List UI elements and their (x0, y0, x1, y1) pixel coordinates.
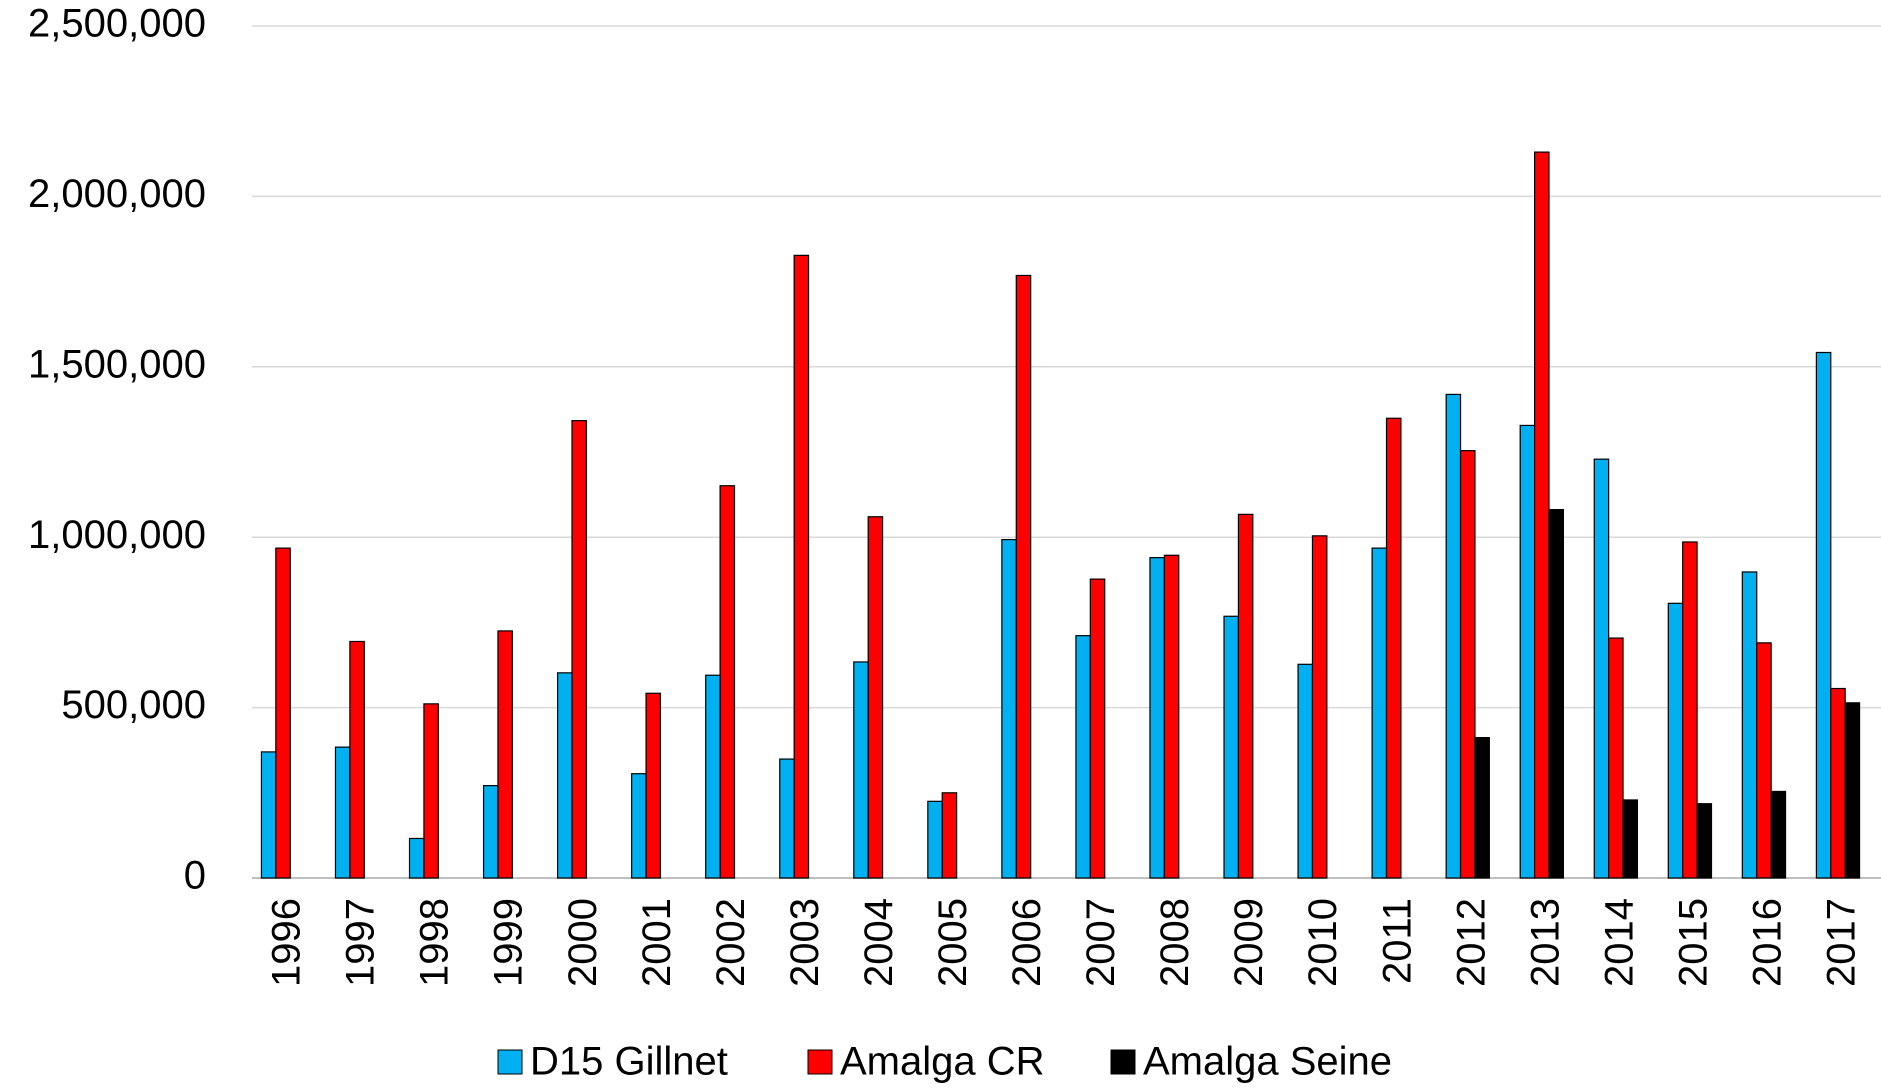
bar (275, 547, 291, 879)
bar (482, 785, 499, 879)
x-tick-label: 1998 (413, 898, 457, 987)
bar (1667, 602, 1684, 879)
x-tick-label: 1999 (487, 898, 531, 987)
bar (1237, 513, 1254, 879)
legend-label: Amalga CR (840, 1040, 1045, 1084)
x-tick-label: 2006 (1005, 898, 1049, 987)
legend-swatch (1110, 1049, 1136, 1075)
bar (334, 746, 351, 879)
bar (1593, 458, 1610, 879)
bar (1770, 790, 1787, 879)
bar (1608, 637, 1624, 879)
x-tick-label: 2002 (709, 898, 753, 987)
bar (1015, 274, 1032, 879)
bar (867, 516, 884, 879)
bar (497, 630, 513, 879)
bar (1622, 799, 1639, 879)
bar (1223, 615, 1240, 879)
x-tick-label: 2010 (1301, 898, 1345, 987)
y-tick-label: 1,000,000 (28, 513, 206, 557)
bar (349, 640, 365, 879)
bar (1371, 547, 1388, 879)
bar (779, 758, 795, 879)
bar (1548, 508, 1564, 879)
bar (705, 674, 721, 879)
bar (1474, 736, 1490, 879)
bar (1149, 557, 1165, 879)
bar (260, 751, 277, 879)
x-tick-label: 2013 (1523, 898, 1567, 987)
y-tick-label: 0 (184, 854, 206, 898)
bar (1311, 535, 1328, 879)
bar (1519, 424, 1536, 879)
bar (645, 692, 662, 879)
bar (1163, 554, 1180, 879)
legend-label: D15 Gillnet (530, 1040, 728, 1084)
x-tick-label: 2003 (783, 898, 827, 987)
bar (1844, 702, 1861, 879)
bar (557, 672, 573, 879)
x-tick-label: 2014 (1597, 898, 1641, 987)
bar (1830, 687, 1846, 879)
bar (793, 254, 810, 879)
bar (941, 792, 958, 879)
legend-label: Amalga Seine (1143, 1040, 1392, 1084)
x-tick-label: 2001 (635, 898, 679, 987)
y-tick-label: 1,500,000 (28, 342, 206, 386)
bar (1459, 450, 1476, 879)
x-tick-label: 2007 (1079, 898, 1123, 987)
x-tick-label: 2004 (857, 898, 901, 987)
x-tick-label: 2005 (931, 898, 975, 987)
x-tick-label: 2011 (1375, 898, 1419, 984)
bar (571, 420, 588, 879)
x-tick-label: 2009 (1227, 898, 1271, 987)
bar (408, 837, 425, 879)
bar (1075, 635, 1091, 879)
bar (1445, 393, 1462, 879)
bar (927, 800, 943, 879)
bar (1682, 541, 1698, 879)
y-tick-label: 500,000 (61, 683, 206, 727)
x-tick-label: 1996 (265, 898, 309, 987)
bar (1741, 571, 1758, 879)
legend-swatch (807, 1049, 833, 1075)
legend-swatch (497, 1049, 523, 1075)
bar (1696, 803, 1713, 879)
y-tick-label: 2,000,000 (28, 172, 206, 216)
bar (1385, 417, 1402, 879)
bar (719, 485, 736, 879)
bar (631, 773, 647, 879)
bar (1815, 351, 1832, 879)
bar (853, 661, 869, 879)
bar (1089, 578, 1106, 879)
x-tick-label: 1997 (339, 898, 383, 987)
bar (1533, 151, 1550, 879)
x-tick-label: 2017 (1820, 898, 1864, 987)
bar (1297, 663, 1314, 879)
bar (423, 703, 439, 879)
x-tick-label: 2015 (1671, 898, 1715, 987)
x-tick-label: 2000 (561, 898, 605, 987)
x-tick-label: 2016 (1745, 898, 1789, 987)
y-tick-label: 2,500,000 (28, 2, 206, 46)
bar (1001, 538, 1017, 879)
x-tick-label: 2008 (1153, 898, 1197, 987)
x-tick-label: 2012 (1449, 898, 1493, 987)
bar (1756, 642, 1772, 879)
